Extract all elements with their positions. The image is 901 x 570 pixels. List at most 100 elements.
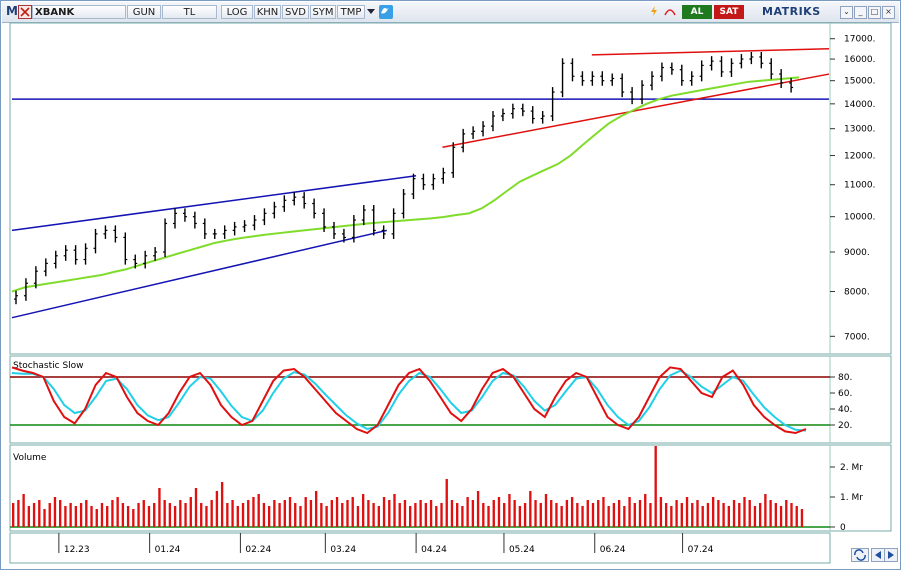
scroll-left-icon[interactable]: [871, 548, 885, 562]
volume-bar: [43, 509, 46, 527]
volume-bar: [670, 506, 673, 527]
volume-bar: [722, 503, 725, 527]
volume-bar: [48, 503, 51, 527]
volume-bar: [711, 497, 715, 527]
period-button[interactable]: GUN: [127, 5, 161, 19]
lightning-icon[interactable]: [648, 5, 662, 19]
scroll-right-icon[interactable]: [884, 548, 898, 562]
price-tick-label: 11000.: [844, 181, 876, 191]
volume-bar: [654, 446, 657, 527]
sell-button[interactable]: SAT: [714, 5, 744, 19]
volume-bar: [247, 500, 250, 527]
refresh-icon[interactable]: [851, 548, 869, 562]
volume-bar: [550, 500, 553, 527]
volume-bar: [106, 506, 109, 527]
volume-bar: [121, 503, 125, 527]
volume-bar: [800, 509, 804, 527]
close-window-icon[interactable]: ×: [882, 6, 895, 19]
volume-bar: [508, 494, 511, 527]
price-tick-label: 10000.: [844, 213, 876, 223]
volume-bar: [257, 494, 260, 527]
volume-bar: [471, 500, 475, 527]
time-tick-label: 03.24: [330, 545, 356, 555]
price-tick-label: 15000.: [844, 77, 876, 87]
volume-bar: [445, 479, 448, 527]
volume-bar: [184, 503, 187, 527]
volume-bar: [758, 503, 762, 527]
volume-bar: [283, 500, 286, 527]
volume-bar: [513, 500, 516, 527]
buy-button[interactable]: AL: [682, 5, 712, 19]
volume-bar: [487, 506, 490, 527]
volume-bar: [612, 503, 616, 527]
price-tick-label: 9000.: [844, 248, 870, 258]
svd-button[interactable]: SVD: [282, 5, 309, 19]
volume-bar: [659, 497, 663, 527]
volume-bar: [492, 500, 495, 527]
time-tick-label: 07.24: [688, 545, 714, 555]
price-tick-label: 17000.: [844, 35, 876, 45]
trendline-red: [591, 47, 830, 56]
volume-bar: [435, 506, 438, 527]
khn-button[interactable]: KHN: [254, 5, 281, 19]
stochastic-panel: Stochastic Slow 20. 40. 60. 80.: [9, 355, 892, 444]
volume-bar: [17, 500, 20, 527]
volume-bar: [147, 506, 151, 527]
volume-bar: [330, 500, 333, 527]
volume-bar: [602, 497, 605, 527]
volume-bar: [12, 503, 15, 527]
volume-bar: [691, 503, 694, 527]
volume-bar: [409, 506, 412, 527]
volume-bar: [675, 500, 678, 527]
volume-bar: [137, 503, 140, 527]
twitter-icon[interactable]: [379, 5, 393, 19]
stochastic-d-line: [11, 369, 807, 432]
matriks-logo: M: [6, 4, 18, 18]
volume-bar: [591, 503, 595, 527]
volume-bar: [764, 494, 767, 527]
volume-bar: [419, 500, 422, 527]
close-symbol-icon[interactable]: [18, 5, 32, 19]
symbol-selector[interactable]: XBANK: [32, 5, 126, 19]
signal-icon[interactable]: [664, 5, 678, 19]
volume-bar: [194, 488, 198, 527]
volume-bar: [440, 503, 443, 527]
volume-bar: [309, 500, 313, 527]
volume-title: Volume: [13, 453, 47, 463]
volume-bar: [163, 500, 166, 527]
price-tick-label: 13000.: [844, 125, 876, 135]
volume-bar: [294, 503, 297, 527]
price-tick-label: 16000.: [844, 55, 876, 65]
settings-icon[interactable]: ⌄: [840, 6, 853, 19]
tmp-button[interactable]: TMP: [337, 5, 365, 19]
volume-bar: [299, 506, 302, 527]
volume-bar: [189, 497, 192, 527]
volume-bar: [351, 497, 354, 527]
volume-bar: [518, 506, 522, 527]
time-tick-label: 04.24: [421, 545, 447, 555]
minimize-icon[interactable]: _: [854, 6, 867, 19]
sym-button[interactable]: SYM: [310, 5, 336, 19]
volume-bar: [680, 503, 683, 527]
maximize-icon[interactable]: □: [868, 6, 881, 19]
stochastic-k-line: [11, 366, 807, 435]
volume-bar: [59, 500, 62, 527]
price-panel-border: [9, 22, 892, 355]
stochastic-tick-label: 40.: [838, 405, 852, 415]
volume-bar: [581, 506, 584, 527]
volume-bar: [748, 500, 751, 527]
log-button[interactable]: LOG: [221, 5, 253, 19]
volume-bar: [732, 500, 736, 527]
dropdown-arrow-icon[interactable]: [365, 5, 379, 19]
volume-bar: [231, 500, 234, 527]
volume-bar: [565, 500, 569, 527]
volume-bar: [644, 494, 647, 527]
volume-bar: [456, 503, 459, 527]
volume-bar: [273, 500, 276, 527]
currency-button[interactable]: TL: [162, 5, 217, 19]
volume-bar: [320, 503, 323, 527]
volume-bar: [142, 500, 145, 527]
volume-bar: [403, 500, 407, 527]
volume-bar: [393, 494, 396, 527]
